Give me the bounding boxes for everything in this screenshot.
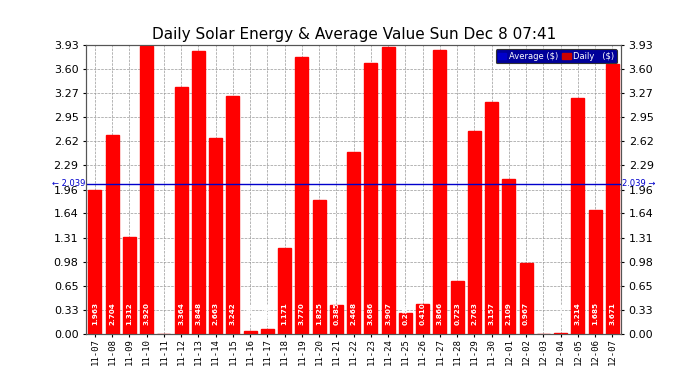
Text: 0.064: 0.064 — [264, 302, 270, 325]
Text: 2.663: 2.663 — [213, 302, 219, 325]
Bar — [433, 50, 446, 334]
Bar — [364, 63, 377, 334]
Bar — [209, 138, 222, 334]
Bar — [192, 51, 205, 334]
Bar — [520, 263, 533, 334]
Text: 1.171: 1.171 — [282, 302, 288, 325]
Bar — [140, 46, 153, 334]
Bar — [554, 333, 567, 334]
Text: 3.686: 3.686 — [368, 302, 374, 325]
Bar — [88, 189, 101, 334]
Text: 3.671: 3.671 — [609, 302, 615, 325]
Text: 3.770: 3.770 — [299, 302, 305, 325]
Text: 3.866: 3.866 — [437, 302, 443, 325]
Text: 2.109: 2.109 — [506, 302, 512, 325]
Bar — [330, 306, 343, 334]
Bar — [106, 135, 119, 334]
Title: Daily Solar Energy & Average Value Sun Dec 8 07:41: Daily Solar Energy & Average Value Sun D… — [152, 27, 555, 42]
Text: 3.157: 3.157 — [489, 302, 495, 325]
Text: 1.685: 1.685 — [592, 302, 598, 325]
Text: 0.385: 0.385 — [333, 302, 339, 325]
Text: 0.410: 0.410 — [420, 302, 426, 325]
Bar — [347, 152, 360, 334]
Text: 3.920: 3.920 — [144, 302, 150, 325]
Bar — [313, 200, 326, 334]
Bar — [261, 329, 274, 334]
Text: 3.364: 3.364 — [178, 302, 184, 325]
Bar — [278, 248, 291, 334]
Text: 0.011: 0.011 — [558, 302, 564, 325]
Text: 3.214: 3.214 — [575, 302, 581, 325]
Text: 3.907: 3.907 — [385, 302, 391, 325]
Text: 1.825: 1.825 — [316, 302, 322, 325]
Text: 1.963: 1.963 — [92, 302, 98, 325]
Text: 2.468: 2.468 — [351, 302, 357, 325]
Bar — [451, 280, 464, 334]
Text: 0.723: 0.723 — [454, 302, 460, 325]
Bar — [244, 332, 257, 334]
Bar — [606, 64, 619, 334]
Bar — [399, 313, 412, 334]
Text: 3.242: 3.242 — [230, 302, 236, 325]
Bar — [502, 179, 515, 334]
Bar — [175, 87, 188, 334]
Bar — [416, 304, 429, 334]
Text: 3.848: 3.848 — [195, 302, 201, 325]
Bar — [571, 98, 584, 334]
Text: 2.039 →: 2.039 → — [622, 180, 655, 189]
Text: ← 2.039: ← 2.039 — [52, 180, 86, 189]
Bar — [123, 237, 136, 334]
Bar — [468, 131, 481, 334]
Bar — [485, 102, 498, 334]
Text: 1.312: 1.312 — [126, 302, 132, 325]
Text: 2.763: 2.763 — [471, 302, 477, 325]
Text: 0.967: 0.967 — [523, 302, 529, 325]
Bar — [295, 57, 308, 334]
Text: 0.288: 0.288 — [402, 302, 408, 325]
Text: 0.032: 0.032 — [247, 302, 253, 325]
Legend: Average ($), Daily   ($): Average ($), Daily ($) — [495, 49, 617, 63]
Bar — [382, 47, 395, 334]
Text: 2.704: 2.704 — [109, 302, 115, 325]
Bar — [589, 210, 602, 334]
Bar — [226, 96, 239, 334]
